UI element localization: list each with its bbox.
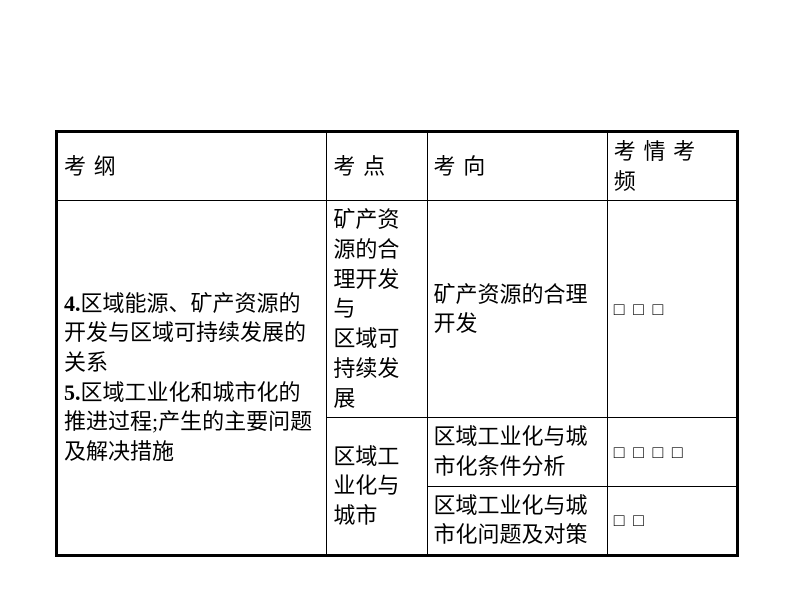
direction-cell-3: 区域工业化与城市化问题及对策: [427, 486, 607, 555]
frequency-cell-1: □ □ □: [607, 201, 737, 418]
point-cell-1: 矿产资源的合理开发与 区域可持续发展: [327, 201, 427, 418]
direction-cell-1: 矿产资源的合理开发: [427, 201, 607, 418]
header-point: 考点: [327, 132, 427, 201]
frequency-cell-3: □ □: [607, 486, 737, 555]
point-cell-2: 区域工业化与城市: [327, 418, 427, 556]
exam-table: 考纲 考点 考向 考情考频 4.区域能源、矿产资源的开发与区域可持续发展的关系 …: [55, 130, 739, 557]
outline-num-5: 5.: [64, 380, 81, 405]
exam-table-container: 考纲 考点 考向 考情考频 4.区域能源、矿产资源的开发与区域可持续发展的关系 …: [55, 130, 739, 557]
outline-num-4: 4.: [64, 291, 81, 316]
header-frequency: 考情考频: [607, 132, 737, 201]
table-row: 4.区域能源、矿产资源的开发与区域可持续发展的关系 5.区域工业化和城市化的推进…: [57, 201, 738, 418]
header-direction: 考向: [427, 132, 607, 201]
frequency-cell-2: □ □ □ □: [607, 418, 737, 486]
outline-text-5: 区域工业化和城市化的推进过程;产生的主要问题及解决措施: [64, 380, 312, 464]
direction-cell-2: 区域工业化与城市化条件分析: [427, 418, 607, 486]
header-row: 考纲 考点 考向 考情考频: [57, 132, 738, 201]
header-outline: 考纲: [57, 132, 327, 201]
outline-text-4: 区域能源、矿产资源的开发与区域可持续发展的关系: [64, 291, 306, 375]
outline-cell: 4.区域能源、矿产资源的开发与区域可持续发展的关系 5.区域工业化和城市化的推进…: [57, 201, 327, 556]
